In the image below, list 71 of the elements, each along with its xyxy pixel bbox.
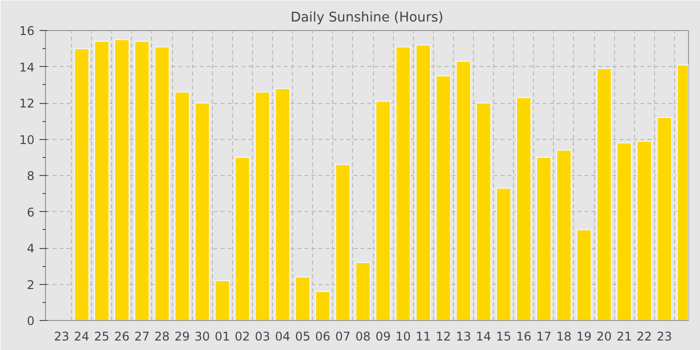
x-tick-label: 09 [375, 330, 391, 344]
x-tick-label: 29 [174, 330, 190, 344]
y-tick-label: 12 [19, 96, 35, 110]
y-tick-label: 2 [26, 278, 35, 292]
x-tick-label: 14 [476, 330, 492, 344]
bar [416, 44, 431, 320]
y-tick-label: 0 [26, 314, 35, 328]
y-tick-label: 8 [26, 169, 35, 183]
x-tick-label: 13 [456, 330, 472, 344]
bar [476, 102, 492, 320]
x-tick-label: 10 [396, 330, 411, 344]
bar [496, 188, 512, 320]
x-tick-label: 23 [656, 330, 672, 344]
x-tick-label: 19 [576, 330, 592, 344]
bar [596, 68, 612, 320]
x-tick-label: 24 [74, 330, 90, 344]
bar [254, 92, 270, 320]
bar [214, 280, 230, 320]
bar [636, 140, 652, 320]
x-tick-label: 06 [315, 330, 330, 344]
bar [194, 102, 210, 320]
x-tick-label: 08 [355, 330, 371, 344]
bar [656, 117, 672, 320]
x-tick-label: 22 [636, 330, 652, 344]
y-tick-label: 14 [19, 60, 35, 74]
bar [94, 40, 110, 320]
bar [436, 75, 452, 320]
bar [234, 156, 250, 320]
x-tick-label: 16 [516, 330, 532, 344]
bar [456, 60, 472, 320]
bar [134, 40, 150, 320]
x-tick-label: 26 [114, 330, 130, 344]
bar [74, 48, 90, 320]
x-tick-label: 30 [194, 330, 210, 344]
x-tick-label: 03 [254, 330, 270, 344]
x-tick-label: 11 [416, 330, 431, 344]
x-tick-label: 18 [556, 330, 572, 344]
bar [315, 291, 331, 320]
y-tick-label: 4 [26, 242, 35, 256]
x-tick-label: 15 [496, 330, 512, 344]
x-tick-label: 02 [234, 330, 250, 344]
x-tick-label: 12 [436, 330, 452, 344]
bar [174, 92, 190, 320]
bar [294, 276, 310, 320]
bar [516, 97, 532, 320]
x-tick-label: 25 [94, 330, 110, 344]
x-tick-label: 23 [54, 330, 70, 344]
y-tick-label: 16 [19, 24, 35, 38]
x-tick-label: 17 [536, 330, 552, 344]
bar [335, 164, 351, 320]
x-tick-label: 01 [214, 330, 230, 344]
x-tick-label: 21 [616, 330, 632, 344]
x-tick-label: 27 [134, 330, 150, 344]
bar [536, 156, 552, 320]
x-tick-label: 05 [295, 330, 310, 344]
x-tick-label: 28 [154, 330, 170, 344]
bar [355, 262, 371, 320]
bar [114, 39, 130, 320]
bar [576, 229, 592, 320]
y-tick-label: 6 [26, 205, 35, 220]
bar [375, 100, 391, 320]
bar [616, 142, 632, 320]
x-tick-label: 20 [596, 330, 612, 344]
bar [395, 46, 411, 320]
chart-title: Daily Sunshine (Hours) [290, 10, 444, 26]
bar [556, 150, 572, 320]
x-tick-label: 04 [274, 330, 290, 344]
y-tick-label: 10 [19, 132, 35, 147]
bar [154, 46, 170, 320]
x-tick-label: 07 [335, 330, 351, 344]
bar [274, 88, 290, 320]
